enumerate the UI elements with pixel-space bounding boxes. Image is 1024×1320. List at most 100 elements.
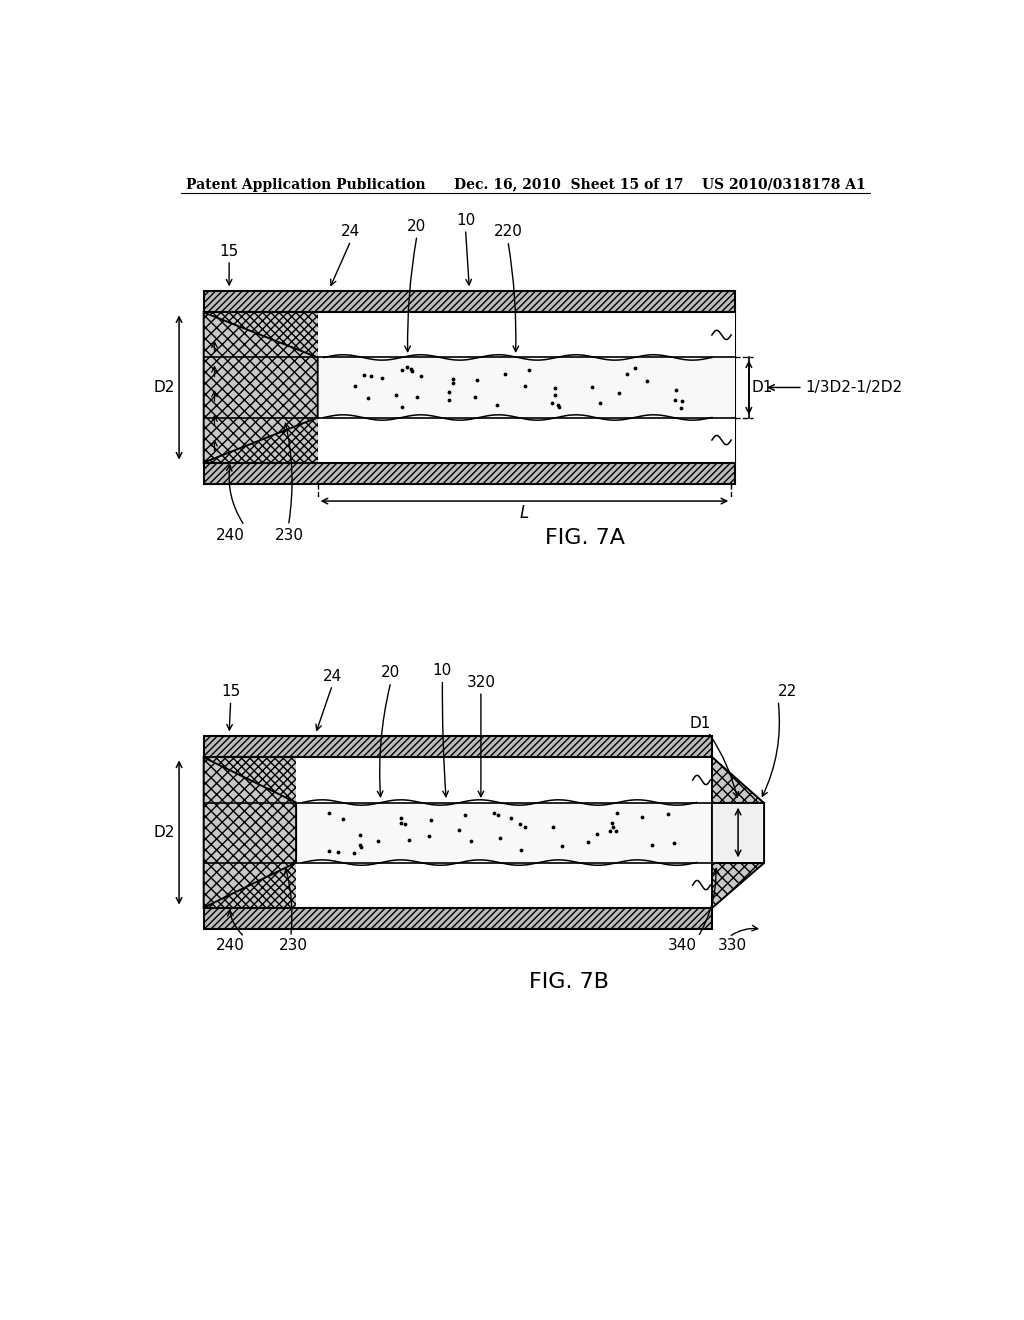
Point (544, 392, 560, 413)
Text: 22: 22 (778, 684, 798, 700)
Point (610, 383, 627, 404)
Polygon shape (204, 313, 317, 462)
Point (396, 813, 413, 834)
Point (394, 396, 411, 417)
Text: D2: D2 (153, 380, 174, 395)
Point (489, 804, 506, 825)
Point (403, 360, 420, 381)
Point (488, 395, 505, 416)
Point (554, 836, 570, 857)
Polygon shape (712, 862, 764, 908)
Point (673, 397, 689, 418)
Bar (317, 313, 735, 358)
Point (547, 385, 563, 407)
Point (458, 805, 474, 826)
Point (498, 363, 514, 384)
Bar (317, 417, 735, 462)
Point (627, 358, 643, 379)
Point (402, 359, 419, 380)
Bar (204, 462, 735, 484)
Point (667, 389, 683, 411)
Point (550, 395, 566, 416)
Text: 20: 20 (381, 665, 400, 681)
Point (618, 364, 635, 385)
Text: 220: 220 (494, 224, 522, 239)
Point (362, 366, 379, 387)
Point (513, 840, 529, 861)
Point (423, 809, 439, 830)
Point (370, 830, 386, 851)
Polygon shape (712, 758, 764, 803)
Point (360, 387, 377, 408)
Bar (204, 908, 712, 929)
Point (608, 803, 625, 824)
Point (374, 367, 390, 388)
Point (639, 370, 655, 391)
Text: 15: 15 (219, 243, 239, 259)
Point (644, 834, 660, 855)
Point (451, 820, 467, 841)
Point (335, 808, 351, 829)
Point (394, 360, 411, 381)
Point (351, 825, 368, 846)
Point (399, 356, 416, 378)
Text: FIG. 7A: FIG. 7A (545, 528, 625, 548)
Point (668, 379, 684, 400)
Text: D1: D1 (690, 715, 711, 730)
Point (356, 364, 373, 385)
Text: D1: D1 (752, 380, 773, 395)
Point (393, 808, 410, 829)
Point (463, 830, 479, 851)
Text: Dec. 16, 2010  Sheet 15 of 17: Dec. 16, 2010 Sheet 15 of 17 (454, 178, 683, 191)
Point (512, 814, 528, 836)
Polygon shape (204, 758, 296, 908)
Bar (712, 803, 764, 862)
Point (492, 828, 508, 849)
Point (347, 375, 364, 396)
Point (445, 368, 462, 389)
Point (346, 842, 362, 863)
Text: US 2010/0318178 A1: US 2010/0318178 A1 (702, 178, 866, 191)
Point (388, 384, 404, 405)
Point (608, 820, 625, 841)
Point (674, 391, 690, 412)
Point (584, 376, 600, 397)
Bar (296, 862, 712, 908)
Text: D2: D2 (153, 825, 174, 840)
Text: 330: 330 (718, 939, 748, 953)
Point (445, 372, 462, 393)
Point (592, 393, 608, 414)
Text: 20: 20 (408, 219, 427, 234)
Bar (296, 758, 712, 803)
Bar (204, 313, 735, 462)
Bar (296, 803, 712, 862)
Point (517, 375, 534, 396)
Point (604, 816, 621, 837)
Bar (204, 758, 712, 908)
Text: 15: 15 (221, 684, 241, 700)
Text: FIG. 7B: FIG. 7B (529, 972, 609, 991)
Point (545, 816, 561, 837)
Point (322, 803, 338, 824)
Point (659, 804, 676, 825)
Point (353, 836, 370, 857)
Point (440, 381, 457, 403)
Point (581, 832, 597, 853)
Point (421, 826, 437, 847)
Point (602, 821, 618, 842)
Text: 230: 230 (275, 528, 304, 543)
Text: 240: 240 (216, 939, 245, 953)
Text: 320: 320 (466, 675, 496, 689)
Point (322, 841, 338, 862)
Text: 10: 10 (456, 213, 475, 227)
Point (589, 824, 605, 845)
Text: 340: 340 (668, 939, 696, 953)
Point (401, 830, 418, 851)
Point (517, 816, 534, 837)
Text: 10: 10 (433, 663, 452, 678)
Point (440, 389, 457, 411)
Point (414, 366, 430, 387)
Point (666, 833, 682, 854)
Point (466, 387, 482, 408)
Text: L: L (520, 504, 529, 523)
